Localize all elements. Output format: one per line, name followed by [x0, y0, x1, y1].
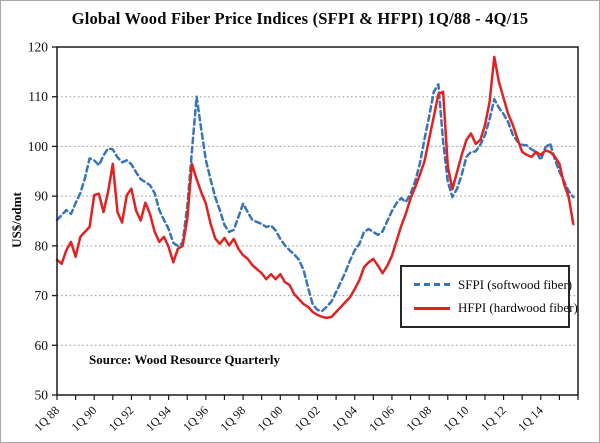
y-tick-label-80: 80	[35, 238, 49, 253]
x-tick-label-1Q-06: 1Q 06	[366, 403, 397, 434]
plot-frame	[56, 46, 579, 396]
y-tick-label-50: 50	[35, 388, 49, 403]
chart-title: Global Wood Fiber Price Indices (SFPI & …	[71, 9, 529, 28]
hfpi-series-line	[55, 55, 575, 320]
x-tick-label-1Q-10: 1Q 10	[441, 403, 472, 434]
legend-item-hfpi: HFPI (hardwood fiber)	[414, 300, 578, 316]
x-tick-label-1Q-88: 1Q 88	[31, 403, 62, 434]
x-tick-label-1Q-98: 1Q 98	[217, 403, 248, 434]
x-tick-label-1Q-08: 1Q 08	[403, 403, 434, 434]
y-tick-label-100: 100	[28, 139, 49, 154]
legend-box: SFPI (softwood fiber) HFPI (hardwood fib…	[400, 265, 578, 328]
legend-label-hfpi: HFPI (hardwood fiber)	[458, 300, 578, 316]
legend-label-sfpi: SFPI (softwood fiber)	[458, 276, 573, 292]
x-tick-label-1Q-96: 1Q 96	[180, 403, 211, 434]
x-tick-label-1Q-00: 1Q 00	[255, 403, 286, 434]
hfpi-solid-line-swatch	[414, 306, 450, 310]
sfpi-dashed-line-swatch	[414, 283, 450, 287]
x-tick-label-1Q-14: 1Q 14	[515, 403, 546, 434]
x-tick-label-1Q-94: 1Q 94	[143, 403, 174, 434]
y-tick-label-120: 120	[28, 40, 49, 55]
y-tick-label-90: 90	[35, 189, 49, 204]
y-tick-label-60: 60	[35, 338, 49, 353]
x-tick-label-1Q-04: 1Q 04	[329, 403, 360, 434]
x-tick-label-1Q-12: 1Q 12	[478, 403, 509, 434]
x-tick-label-1Q-90: 1Q 90	[68, 403, 99, 434]
source-note: Source: Wood Resource Quarterly	[89, 352, 281, 367]
y-axis-title: US$/odmt	[9, 192, 24, 248]
y-tick-label-70: 70	[35, 288, 49, 303]
legend-item-sfpi: SFPI (softwood fiber)	[414, 277, 572, 293]
x-tick-label-1Q-02: 1Q 02	[292, 403, 323, 434]
sfpi-series-line	[55, 83, 575, 313]
x-tick-label-1Q-92: 1Q 92	[106, 403, 137, 434]
y-tick-label-110: 110	[28, 89, 48, 104]
